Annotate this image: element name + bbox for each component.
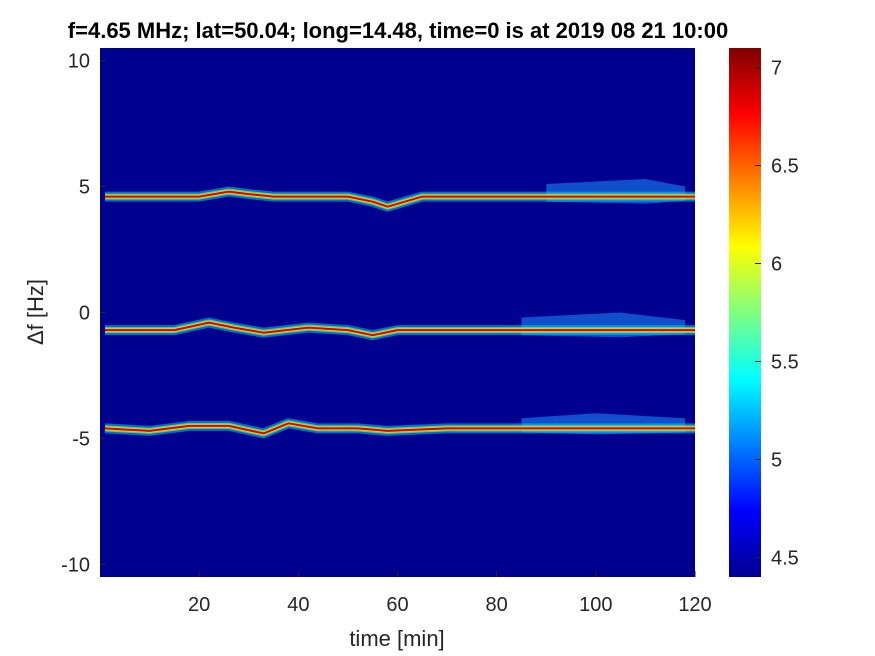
x-tick-label: 120 bbox=[678, 594, 711, 616]
band-trace bbox=[105, 321, 695, 337]
x-tick-label: 60 bbox=[386, 594, 408, 616]
colorbar bbox=[729, 48, 761, 577]
band-trace bbox=[105, 190, 695, 208]
colorbar-tick-label: 5 bbox=[771, 449, 782, 471]
colorbar-tick-label: 6.5 bbox=[771, 156, 799, 178]
y-tick-label: -5 bbox=[72, 428, 90, 450]
x-axis-label: time [min] bbox=[349, 626, 444, 651]
y-tick-label: 10 bbox=[68, 51, 90, 73]
x-tick-label: 80 bbox=[486, 594, 508, 616]
band-3 bbox=[104, 413, 695, 439]
x-axis-ticks: 20 40 60 80 100 120 bbox=[188, 571, 712, 616]
y-axis-label: Δf [Hz] bbox=[23, 279, 48, 345]
y-axis-ticks: 10 5 0 -5 -10 bbox=[61, 51, 106, 576]
band-1 bbox=[105, 179, 695, 212]
band-2 bbox=[105, 312, 695, 341]
band-trace bbox=[104, 422, 695, 435]
colorbar-ticks: 7 6.5 6 5.5 5 4.5 bbox=[755, 58, 799, 569]
y-tick-label: 5 bbox=[79, 177, 90, 199]
x-tick-label: 100 bbox=[579, 594, 612, 616]
y-tick-label: -10 bbox=[61, 554, 90, 576]
colorbar-tick-label: 7 bbox=[771, 58, 782, 80]
colorbar-tick-label: 5.5 bbox=[771, 351, 799, 373]
colorbar-tick-label: 4.5 bbox=[771, 547, 799, 569]
y-tick-label: 0 bbox=[79, 303, 90, 325]
plot-area bbox=[100, 48, 695, 577]
x-tick-label: 20 bbox=[188, 594, 210, 616]
colorbar-tick-label: 6 bbox=[771, 254, 782, 276]
x-tick-label: 40 bbox=[287, 594, 309, 616]
spectral-bands bbox=[104, 179, 695, 439]
chart-title: f=4.65 MHz; lat=50.04; long=14.48, time=… bbox=[68, 18, 728, 43]
